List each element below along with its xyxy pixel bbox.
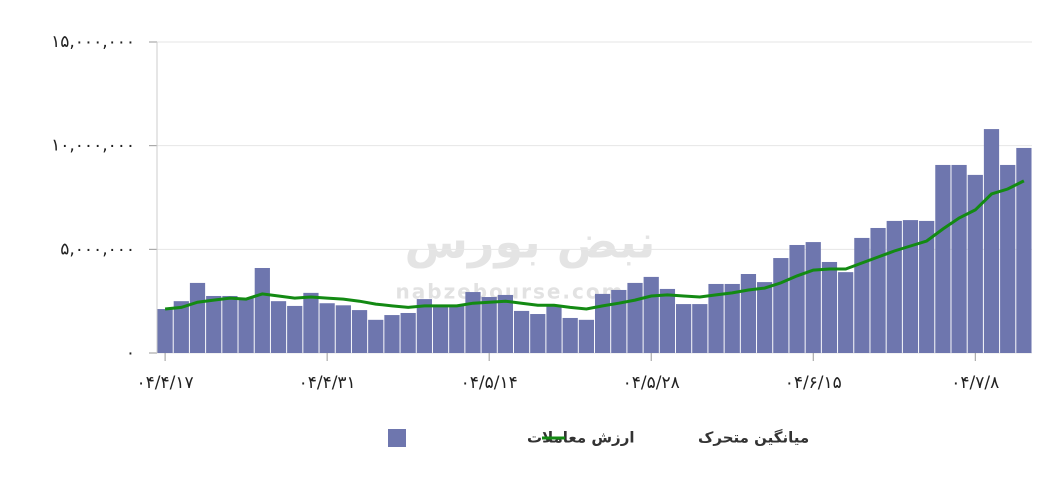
bar — [919, 220, 935, 353]
x-tick-label: ۰۴/۴/۱۷ — [137, 373, 194, 393]
bar — [368, 319, 384, 353]
x-tick-label: ۰۴/۴/۳۱ — [299, 373, 356, 393]
bar — [643, 276, 659, 353]
bar — [157, 309, 173, 353]
bar — [838, 272, 854, 353]
bar — [384, 315, 400, 353]
legend-label: میانگین متحرک — [698, 429, 809, 447]
bar — [854, 237, 870, 353]
bar — [238, 298, 254, 353]
bar — [935, 164, 951, 353]
bar — [206, 295, 222, 353]
bar — [513, 310, 530, 353]
bar — [546, 305, 562, 353]
bar — [789, 244, 805, 353]
bar — [983, 129, 1000, 353]
bar — [821, 261, 838, 353]
bar — [319, 303, 335, 353]
y-tick-label: ۰ — [126, 343, 135, 363]
bar — [886, 220, 902, 353]
bar — [740, 274, 757, 353]
bar — [627, 282, 643, 353]
bar — [189, 282, 206, 353]
watermark-logo: نبض بورس — [405, 215, 656, 269]
legend-swatch — [388, 429, 406, 447]
bar — [594, 293, 611, 353]
x-tick-label: ۰۴/۵/۱۴ — [461, 373, 518, 393]
bar — [222, 295, 238, 353]
bar — [1000, 164, 1016, 353]
y-tick-label: ۵,۰۰۰,۰۰۰ — [60, 239, 135, 259]
bar — [335, 305, 351, 353]
bar — [805, 242, 821, 353]
bar — [562, 317, 578, 353]
bar — [287, 305, 303, 353]
bar — [351, 310, 368, 353]
bar — [724, 283, 740, 353]
bar — [611, 289, 627, 353]
bar — [173, 301, 189, 353]
bar — [432, 305, 449, 353]
bar — [902, 220, 919, 353]
bar — [967, 174, 983, 353]
x-tick-label: ۰۴/۷/۸ — [951, 373, 999, 393]
legend-label: ارزش معاملات — [527, 429, 634, 447]
bar — [676, 304, 692, 353]
bar — [870, 227, 886, 353]
bar — [303, 292, 319, 353]
bar — [416, 299, 432, 353]
bar — [757, 282, 773, 353]
x-tick-label: ۰۴/۵/۲۸ — [623, 373, 680, 393]
bar — [951, 164, 967, 353]
bar — [692, 304, 708, 353]
bar — [708, 283, 724, 353]
bar — [530, 314, 546, 353]
bar — [659, 288, 676, 353]
x-tick-label: ۰۴/۶/۱۵ — [785, 373, 842, 393]
bar — [497, 294, 513, 353]
bar — [465, 292, 481, 353]
bar — [773, 258, 789, 353]
line — [164, 179, 1025, 311]
bar — [1016, 147, 1032, 353]
bar — [578, 319, 595, 353]
bar — [254, 267, 270, 353]
bar — [400, 312, 416, 353]
y-tick-label: ۱۰,۰۰۰,۰۰۰ — [51, 136, 135, 156]
bar — [481, 297, 497, 353]
bar — [270, 301, 287, 353]
bar — [449, 305, 465, 353]
y-tick-label: ۱۵,۰۰۰,۰۰۰ — [51, 32, 135, 52]
